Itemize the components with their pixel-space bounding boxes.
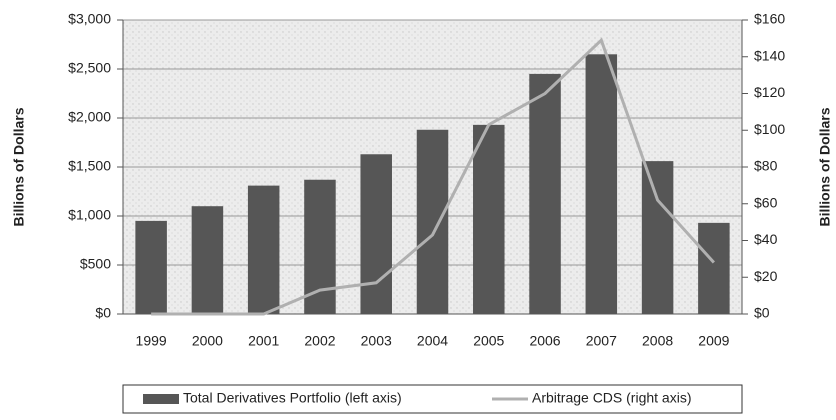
line	[151, 37, 715, 316]
x-tick-label: 2000	[192, 333, 223, 349]
y-tick-label: $2,000	[68, 109, 111, 125]
legend-label: Arbitrage CDS (right axis)	[532, 390, 692, 406]
y-axis-title: Billions of Dollars	[11, 107, 27, 226]
y2-tick-label: $40	[754, 231, 778, 247]
x-tick-label: 2001	[248, 333, 279, 349]
y-tick-label: $500	[80, 256, 111, 272]
y2-tick-label: $160	[754, 11, 785, 27]
y2-tick-label: $140	[754, 47, 785, 63]
y2-axis-title: Billions of Dollars	[817, 107, 833, 226]
x-tick-label: 2008	[642, 333, 673, 349]
y-tick-label: $0	[95, 305, 111, 321]
y2-tick-label: $120	[754, 84, 785, 100]
x-tick-label: 2002	[304, 333, 335, 349]
y-tick-label: $3,000	[68, 11, 111, 27]
bar	[698, 222, 730, 314]
x-tick-label: 2007	[586, 333, 617, 349]
y2-tick-label: $80	[754, 158, 778, 174]
legend-box	[122, 384, 743, 414]
bar	[191, 206, 224, 314]
x-tick-label: 2006	[529, 333, 560, 349]
y2-tick-label: $100	[754, 121, 785, 137]
bar	[641, 161, 674, 314]
bar	[247, 185, 280, 314]
x-tick-label: 2009	[698, 333, 729, 349]
y-tick-label: $2,500	[68, 60, 111, 76]
bar	[360, 154, 392, 314]
bar	[529, 73, 561, 315]
legend-swatch	[143, 394, 179, 404]
y2-tick-label: $60	[754, 194, 778, 210]
bar	[473, 124, 505, 314]
bar	[416, 129, 449, 314]
y-tick-label: $1,000	[68, 207, 111, 223]
bar	[585, 54, 618, 315]
y2-tick-label: $20	[754, 268, 778, 284]
x-tick-label: 2005	[473, 333, 504, 349]
x-tick-label: 1999	[136, 333, 167, 349]
bar	[135, 220, 167, 314]
x-tick-label: 2004	[417, 333, 448, 349]
x-tick-label: 2003	[361, 333, 392, 349]
y-tick-label: $1,500	[68, 158, 111, 174]
legend-label: Total Derivatives Portfolio (left axis)	[183, 390, 402, 406]
y2-tick-label: $0	[754, 305, 770, 321]
